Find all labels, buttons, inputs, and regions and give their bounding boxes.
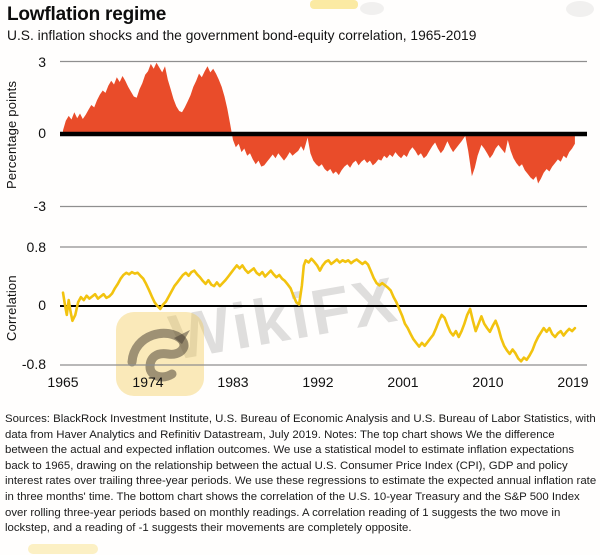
xtick-2010: 2010 — [472, 374, 504, 390]
source-notes: Sources: BlackRock Investment Institute,… — [5, 413, 597, 535]
top-ytick-3: 3 — [38, 54, 46, 70]
bottom-ytick-0: 0 — [38, 297, 46, 313]
page-subtitle: U.S. inflation shocks and the government… — [7, 28, 477, 43]
xtick-1992: 1992 — [302, 374, 334, 390]
bottom-ytick-08: 0.8 — [26, 239, 46, 255]
wikifx-watermark-text: WikiFX — [164, 262, 405, 374]
top-ytick-neg3: -3 — [33, 198, 46, 214]
bottom-ytick-neg08: -0.8 — [21, 356, 46, 372]
xtick-1965: 1965 — [47, 374, 79, 390]
xtick-1974: 1974 — [132, 374, 164, 390]
smudge-mark — [310, 0, 358, 9]
page-title: Lowflation regime — [7, 4, 167, 25]
paw-smudge-icon — [566, 1, 594, 17]
smudge-mark — [28, 544, 98, 554]
xtick-2001: 2001 — [387, 374, 419, 390]
xtick-2019: 2019 — [557, 374, 589, 390]
paw-smudge-icon — [360, 2, 384, 15]
top-ytick-0: 0 — [38, 125, 46, 141]
xtick-1983: 1983 — [217, 374, 249, 390]
